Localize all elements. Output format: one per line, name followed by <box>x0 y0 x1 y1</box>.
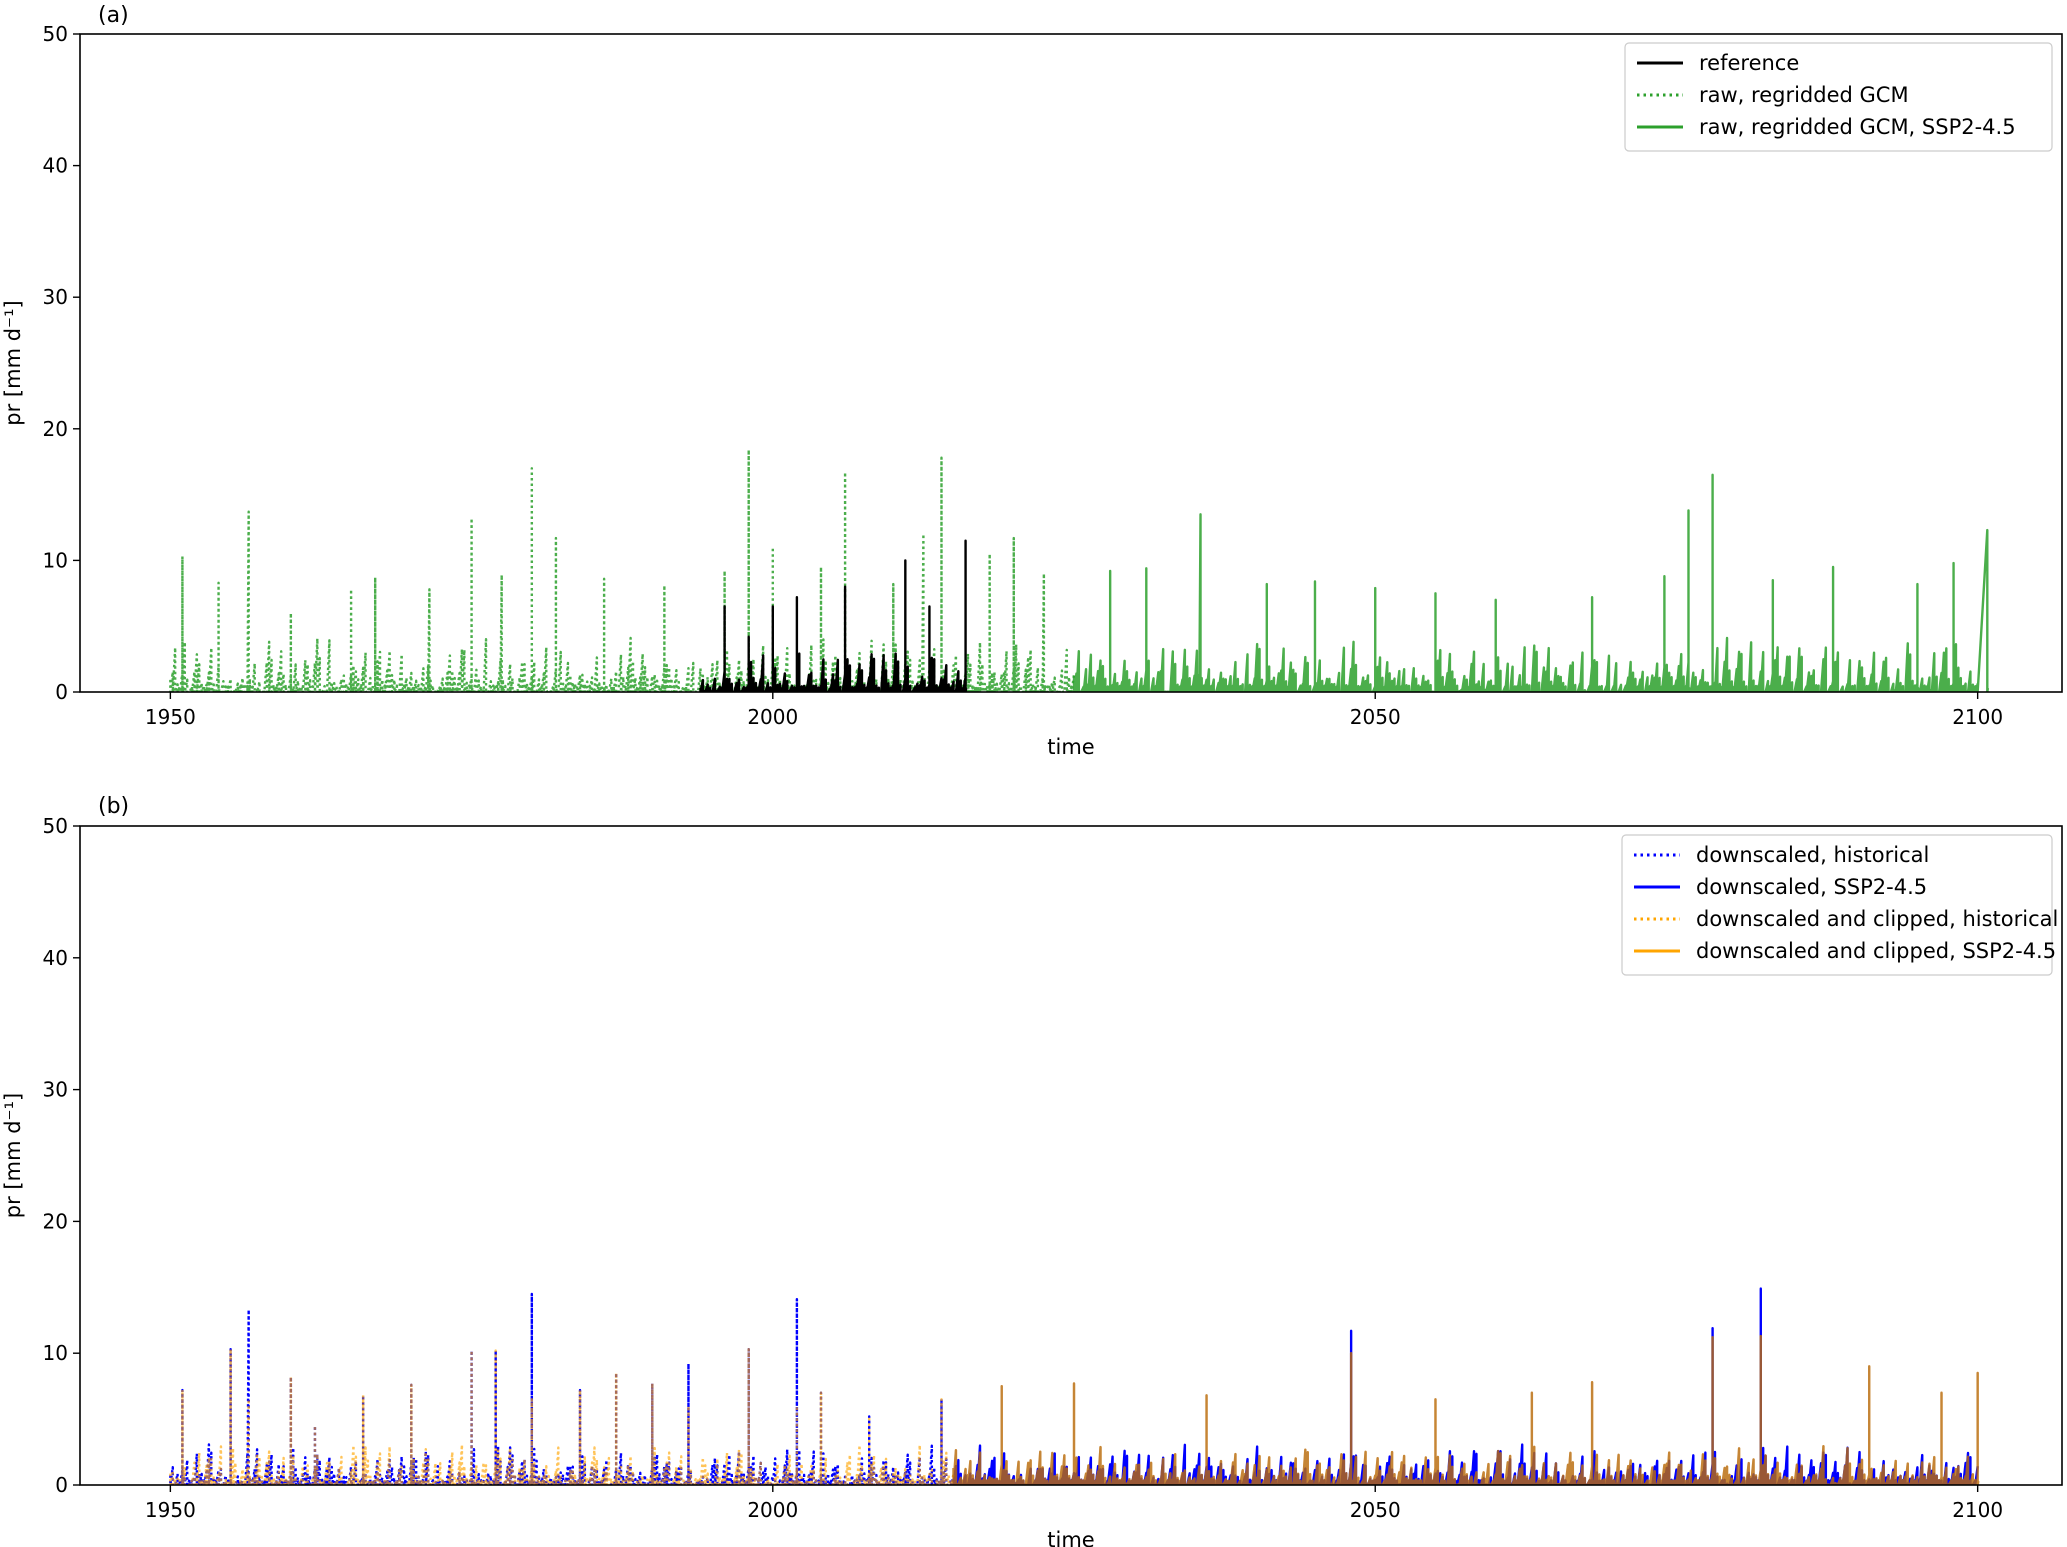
y-tick-label: 0 <box>55 680 68 704</box>
panel-label: (b) <box>98 794 129 819</box>
legend-box <box>1624 42 2053 152</box>
panel-b: (b) 0 10 20 30 40 50 1950 2000 2050 2100 time pr… <box>1 794 2063 1547</box>
x-tick-label: 2050 <box>1350 1498 1401 1522</box>
x-axis-label: time <box>1047 1528 1094 1547</box>
axis-ticks <box>73 33 1979 699</box>
y-tick-labels: 0 10 20 30 40 50 <box>43 22 68 704</box>
y-tick-label: 30 <box>43 1078 68 1102</box>
plot-area <box>169 1287 1980 1485</box>
y-tick-label: 10 <box>43 548 68 572</box>
legend-entry: downscaled and clipped, historical <box>1696 907 2058 931</box>
y-tick-label: 30 <box>43 285 68 309</box>
legend-entry: downscaled, SSP2-4.5 <box>1696 875 1927 899</box>
y-tick-label: 20 <box>43 1209 68 1233</box>
x-tick-label: 2050 <box>1350 705 1401 729</box>
y-axis-label: pr [mm d⁻¹] <box>1 300 25 425</box>
y-tick-label: 50 <box>43 22 68 46</box>
legend-entry: raw, regridded GCM, SSP2-4.5 <box>1699 115 2016 139</box>
legend-entry: downscaled, historical <box>1696 843 1929 867</box>
panel-label: (a) <box>98 3 129 28</box>
x-tick-label: 1950 <box>145 705 196 729</box>
series-line-reference <box>699 539 968 692</box>
legend-entry: raw, regridded GCM <box>1699 83 1909 107</box>
series-line-raw-regridded-gcm-ssp2-4-5 <box>1072 473 1990 692</box>
y-tick-label: 40 <box>43 154 68 178</box>
y-tick-label: 20 <box>43 417 68 441</box>
plot-area <box>169 448 1990 692</box>
axis-ticks <box>73 825 1979 1492</box>
y-tick-label: 0 <box>55 1473 68 1497</box>
y-tick-label: 50 <box>43 814 68 838</box>
y-tick-label: 40 <box>43 946 68 970</box>
legend-entry: reference <box>1699 51 1799 75</box>
legend-entry: downscaled and clipped, SSP2-4.5 <box>1696 939 2056 963</box>
x-tick-label: 2100 <box>1952 1498 2003 1522</box>
legend: downscaled, historical downscaled, SSP2-4… <box>1621 834 2058 976</box>
y-axis-label: pr [mm d⁻¹] <box>1 1093 25 1218</box>
x-tick-label: 1950 <box>145 1498 196 1522</box>
series-line-downscaled-ssp2-4-5 <box>952 1287 1979 1485</box>
x-tick-label: 2000 <box>747 1498 798 1522</box>
legend-box <box>1621 834 2053 976</box>
y-tick-labels: 0 10 20 30 40 50 <box>43 814 68 1497</box>
series-overlap-shade <box>952 1334 1980 1485</box>
x-axis-label: time <box>1047 735 1094 759</box>
y-tick-label: 10 <box>43 1341 68 1365</box>
axes-frame <box>79 825 2063 1486</box>
x-tick-label: 2100 <box>1952 705 2003 729</box>
panel-a: (a) 0 10 20 30 40 50 1950 2000 2050 2100 time pr… <box>1 3 2063 759</box>
x-tick-labels: 1950 2000 2050 2100 <box>145 705 2003 729</box>
x-tick-labels: 1950 2000 2050 2100 <box>145 1498 2003 1522</box>
x-tick-label: 2000 <box>747 705 798 729</box>
legend: reference raw, regridded GCM raw, regridde… <box>1624 42 2053 152</box>
axes-frame <box>79 33 2063 693</box>
